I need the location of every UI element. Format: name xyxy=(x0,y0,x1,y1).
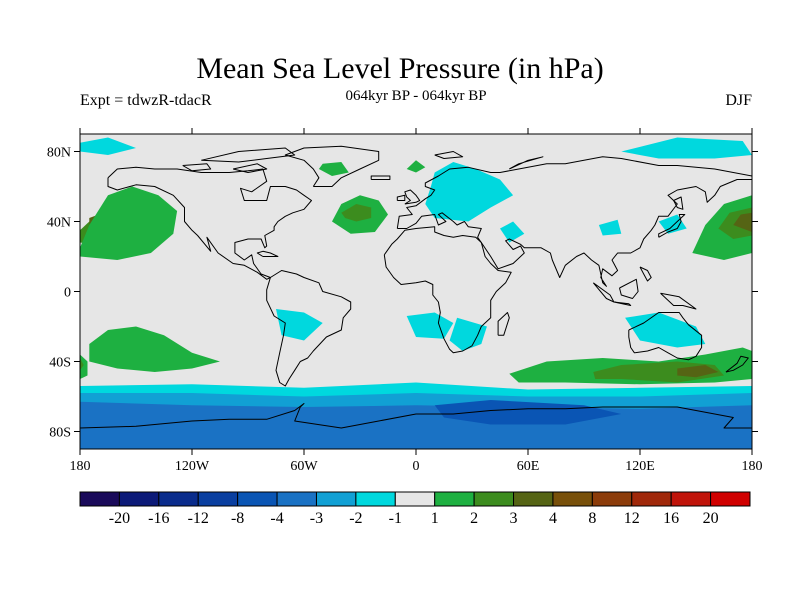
lon-tick-label: 60E xyxy=(517,459,540,474)
lon-tick-label: 120W xyxy=(175,459,210,474)
anomaly-region xyxy=(434,400,622,425)
anomaly-region xyxy=(449,317,487,351)
lat-tick-label: 0 xyxy=(64,286,71,301)
colorbar-swatch xyxy=(473,491,515,507)
anomaly-region xyxy=(425,162,514,222)
colorbar-label: -3 xyxy=(310,510,323,527)
coastline xyxy=(639,266,652,282)
lon-tick-label: 120E xyxy=(625,459,655,474)
colorbar-swatch xyxy=(158,491,199,507)
lat-tick-label: 80S xyxy=(49,426,71,441)
colorbar-label: 4 xyxy=(549,510,557,527)
colorbar-swatch xyxy=(276,491,317,507)
anomaly-region xyxy=(80,354,88,379)
colorbar: -20 -16 -12 -8 -4 -3 -2 -1 1 2 3 4 8 12 16 20 xyxy=(79,491,751,527)
coastline xyxy=(725,355,749,373)
anomaly-region xyxy=(500,221,525,243)
anomaly-regions xyxy=(80,137,752,449)
season-label: DJF xyxy=(725,92,752,109)
lat-tick-label: 80N xyxy=(47,146,71,161)
colorbar-swatch xyxy=(513,491,554,507)
anomaly-region xyxy=(598,219,622,236)
coastline xyxy=(182,163,212,172)
colorbar-label: -20 xyxy=(109,510,130,527)
colorbar-label: -16 xyxy=(148,510,169,527)
colorbar-label: 2 xyxy=(470,510,478,527)
anomaly-region xyxy=(677,365,719,378)
colorbar-swatch xyxy=(394,491,436,507)
colorbar-label: 12 xyxy=(624,510,640,527)
coastline xyxy=(201,147,296,163)
colorbar-swatch xyxy=(315,491,357,507)
anomaly-region xyxy=(406,160,426,173)
colorbar-label: -1 xyxy=(389,510,402,527)
colorbar-swatch xyxy=(710,491,751,507)
coastline xyxy=(660,292,697,310)
anomaly-region xyxy=(621,137,752,159)
anomaly-region xyxy=(80,137,136,155)
coastline xyxy=(266,270,352,387)
coastline xyxy=(383,226,512,354)
colorbar-label: -12 xyxy=(188,510,209,527)
anomaly-region xyxy=(89,326,220,372)
coastline xyxy=(404,189,421,205)
coastline xyxy=(256,250,279,257)
coastline xyxy=(673,196,684,210)
lon-tick-label: 60W xyxy=(290,459,318,474)
colorbar-label: -8 xyxy=(231,510,244,527)
anomaly-region xyxy=(80,186,178,260)
anomaly-region xyxy=(625,312,706,348)
anomaly-region xyxy=(733,212,752,232)
coastline xyxy=(396,194,406,201)
colorbar-swatch xyxy=(79,491,120,507)
colorbar-swatch xyxy=(670,491,712,507)
lat-tick-label: 40S xyxy=(49,356,71,371)
coastline xyxy=(619,278,639,299)
lat-tick-label: 40N xyxy=(47,216,71,231)
colorbar-swatch xyxy=(552,491,593,507)
colorbar-swatch xyxy=(355,491,396,507)
coastline xyxy=(396,156,752,287)
colorbar-swatch xyxy=(591,491,633,507)
colorbar-label: -2 xyxy=(349,510,362,527)
anomaly-region xyxy=(341,204,372,222)
colorbar-swatch xyxy=(118,491,160,507)
period-label: 064kyr BP - 064kyr BP xyxy=(345,88,487,104)
anomaly-region xyxy=(80,401,752,449)
colorbar-swatch xyxy=(631,491,672,507)
colorbar-label: 8 xyxy=(588,510,596,527)
coastline xyxy=(509,156,544,170)
colorbar-label: 1 xyxy=(431,510,439,527)
colorbar-swatch xyxy=(197,491,239,507)
coastlines xyxy=(80,145,752,429)
coastline xyxy=(284,145,380,187)
coastline xyxy=(613,301,632,306)
coastline xyxy=(497,312,510,336)
lon-tick-label: 180 xyxy=(742,459,763,474)
coastline xyxy=(232,163,268,173)
experiment-label: Expt = tdwzR-tdacR xyxy=(80,92,212,109)
colorbar-label: 3 xyxy=(510,510,518,527)
coastline xyxy=(658,214,686,238)
colorbar-label: -4 xyxy=(270,510,283,527)
chart-title: Mean Sea Level Pressure (in hPa) xyxy=(196,52,604,85)
colorbar-label: 20 xyxy=(703,510,719,527)
coastline xyxy=(107,166,312,280)
coastline xyxy=(434,151,464,159)
axis-ticks: 80N 40N 0 40S 80S 180 120W 60W 0 60E 120E 180 xyxy=(47,128,763,474)
lon-tick-label: 180 xyxy=(70,459,91,474)
anomaly-region xyxy=(318,162,349,176)
coastline xyxy=(370,175,391,180)
colorbar-swatch xyxy=(237,491,278,507)
lon-tick-label: 0 xyxy=(413,459,420,474)
coastline xyxy=(80,403,752,429)
coastline xyxy=(628,312,703,361)
colorbar-swatch xyxy=(434,491,475,507)
colorbar-label: 16 xyxy=(663,510,679,527)
anomaly-region xyxy=(80,358,84,371)
anomaly-region xyxy=(276,309,323,341)
